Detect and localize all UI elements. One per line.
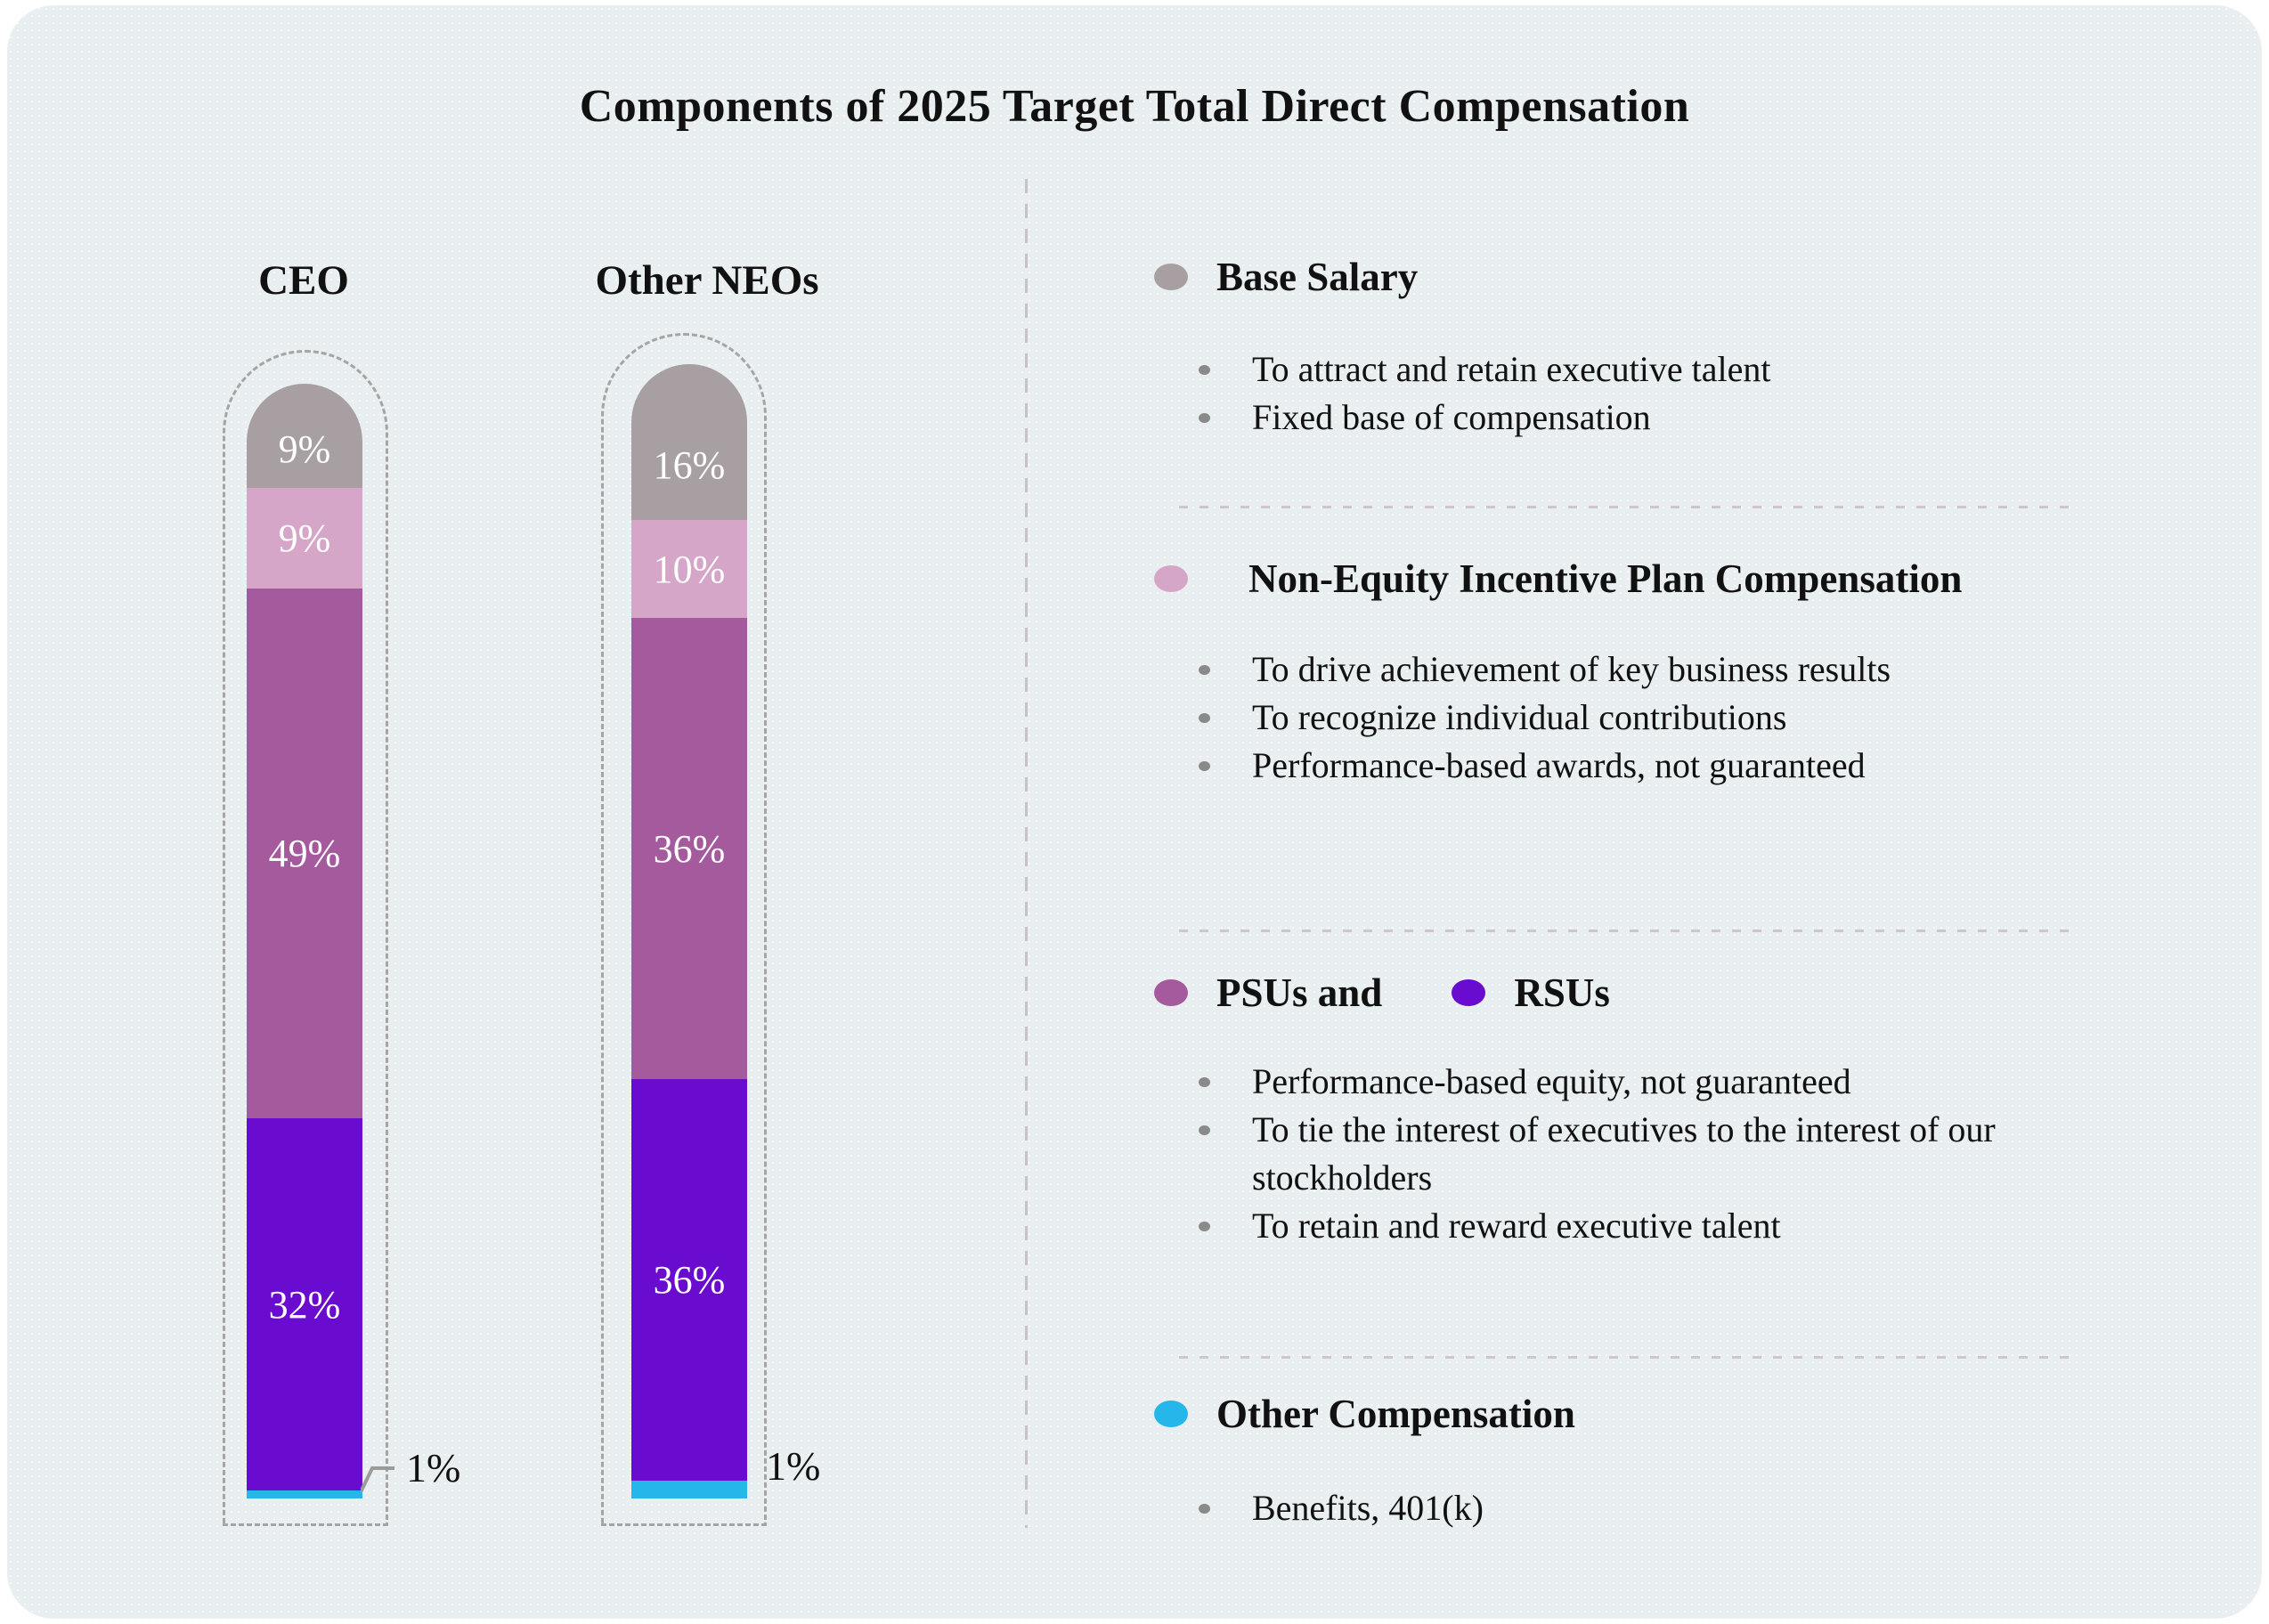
legend-heading-row: Non-Equity Incentive Plan Compensation — [1154, 553, 2134, 605]
neo-stacked-bar: 16% 10% 36% 36% — [631, 364, 747, 1498]
legend-heading-row: PSUs and RSUs — [1154, 967, 2134, 1019]
vertical-dashed-separator — [1025, 179, 1028, 1528]
ceo-segment-base-salary: 9% — [247, 384, 362, 488]
legend-heading-row: Base Salary — [1154, 251, 2134, 303]
ceo-capsule-outline — [223, 350, 388, 1526]
segment-value-label: 36% — [653, 1258, 726, 1302]
segment-value-label: 9% — [278, 516, 331, 560]
neo-other-compensation-callout: 1% — [766, 1443, 821, 1489]
legend-divider — [1179, 930, 2073, 932]
page-title: Components of 2025 Target Total Direct C… — [579, 81, 1690, 132]
list-item: Fixed base of compensation — [1199, 394, 2134, 442]
ceo-segment-non-equity: 9% — [247, 488, 362, 589]
list-item: To recognize individual contributions — [1199, 694, 2134, 742]
psus-dot-icon — [1154, 979, 1188, 1006]
list-item: To drive achievement of key business res… — [1199, 646, 2134, 694]
non-equity-dot-icon — [1154, 565, 1188, 592]
legend-section-title: Non-Equity Incentive Plan Compensation — [1248, 556, 1963, 601]
column-title-ceo: CEO — [258, 257, 349, 304]
list-item: To tie the interest of executives to the… — [1199, 1106, 2134, 1202]
neo-segment-non-equity: 10% — [631, 520, 747, 618]
legend-section-base-salary: Base Salary To attract and retain execut… — [1154, 251, 2134, 442]
column-title-other-neos: Other NEOs — [595, 257, 819, 304]
legend-divider — [1179, 1356, 2073, 1359]
list-item: To attract and retain executive talent — [1199, 345, 2134, 394]
legend-section-title: Base Salary — [1216, 255, 1419, 299]
segment-value-label: 10% — [653, 547, 726, 591]
bullet-dot-icon — [1199, 713, 1210, 723]
ceo-one-percent-callout-line — [361, 1466, 394, 1493]
legend-section-title-rsus: RSUs — [1514, 970, 1610, 1015]
bullet-list: To attract and retain executive talent F… — [1154, 345, 2134, 442]
neo-segment-psus: 36% — [631, 618, 747, 1079]
list-item: Performance-based awards, not guaranteed — [1199, 742, 2134, 790]
list-item: Benefits, 401(k) — [1199, 1484, 2134, 1532]
bullet-dot-icon — [1199, 1504, 1210, 1514]
segment-value-label: 9% — [278, 427, 331, 471]
legend-section-psus-rsus: PSUs and RSUs Performance-based equity, … — [1154, 967, 2134, 1250]
ceo-segment-other-compensation — [247, 1490, 362, 1498]
ceo-stacked-bar: 9% 9% 49% 32% — [247, 384, 362, 1498]
base-salary-dot-icon — [1154, 264, 1188, 290]
bullet-dot-icon — [1199, 665, 1210, 675]
bullet-dot-icon — [1199, 761, 1210, 771]
ceo-segment-psus: 49% — [247, 589, 362, 1118]
bullet-list: Performance-based equity, not guaranteed… — [1154, 1058, 2134, 1250]
bullet-dot-icon — [1199, 413, 1210, 423]
legend-section-other-compensation: Other Compensation Benefits, 401(k) — [1154, 1388, 2134, 1532]
bullet-list: To drive achievement of key business res… — [1154, 646, 2134, 790]
legend-section-title-psus: PSUs and — [1216, 970, 1383, 1015]
neo-capsule-outline — [601, 333, 767, 1526]
legend-divider — [1179, 506, 2073, 508]
bullet-dot-icon — [1199, 1222, 1210, 1231]
neo-segment-rsus: 36% — [631, 1079, 747, 1481]
other-compensation-dot-icon — [1154, 1401, 1188, 1427]
segment-value-label: 16% — [653, 443, 726, 487]
list-item: To retain and reward executive talent — [1199, 1202, 2134, 1250]
bullet-list: Benefits, 401(k) — [1154, 1484, 2134, 1532]
bullet-dot-icon — [1199, 1077, 1210, 1087]
infographic-card: Components of 2025 Target Total Direct C… — [7, 5, 2262, 1619]
ceo-segment-rsus: 32% — [247, 1118, 362, 1490]
legend-heading-row: Other Compensation — [1154, 1388, 2134, 1440]
legend-section-non-equity: Non-Equity Incentive Plan Compensation T… — [1154, 553, 2134, 790]
segment-value-label: 32% — [268, 1282, 341, 1327]
segment-value-label: 49% — [268, 832, 341, 875]
legend-section-title: Other Compensation — [1216, 1392, 1575, 1436]
segment-value-label: 36% — [653, 826, 726, 871]
bullet-dot-icon — [1199, 1125, 1210, 1135]
list-item: Performance-based equity, not guaranteed — [1199, 1058, 2134, 1106]
ceo-other-compensation-callout: 1% — [406, 1445, 461, 1490]
rsus-dot-icon — [1452, 979, 1486, 1006]
neo-segment-base-salary: 16% — [631, 364, 747, 520]
bullet-dot-icon — [1199, 365, 1210, 375]
neo-segment-other-compensation — [631, 1481, 747, 1498]
